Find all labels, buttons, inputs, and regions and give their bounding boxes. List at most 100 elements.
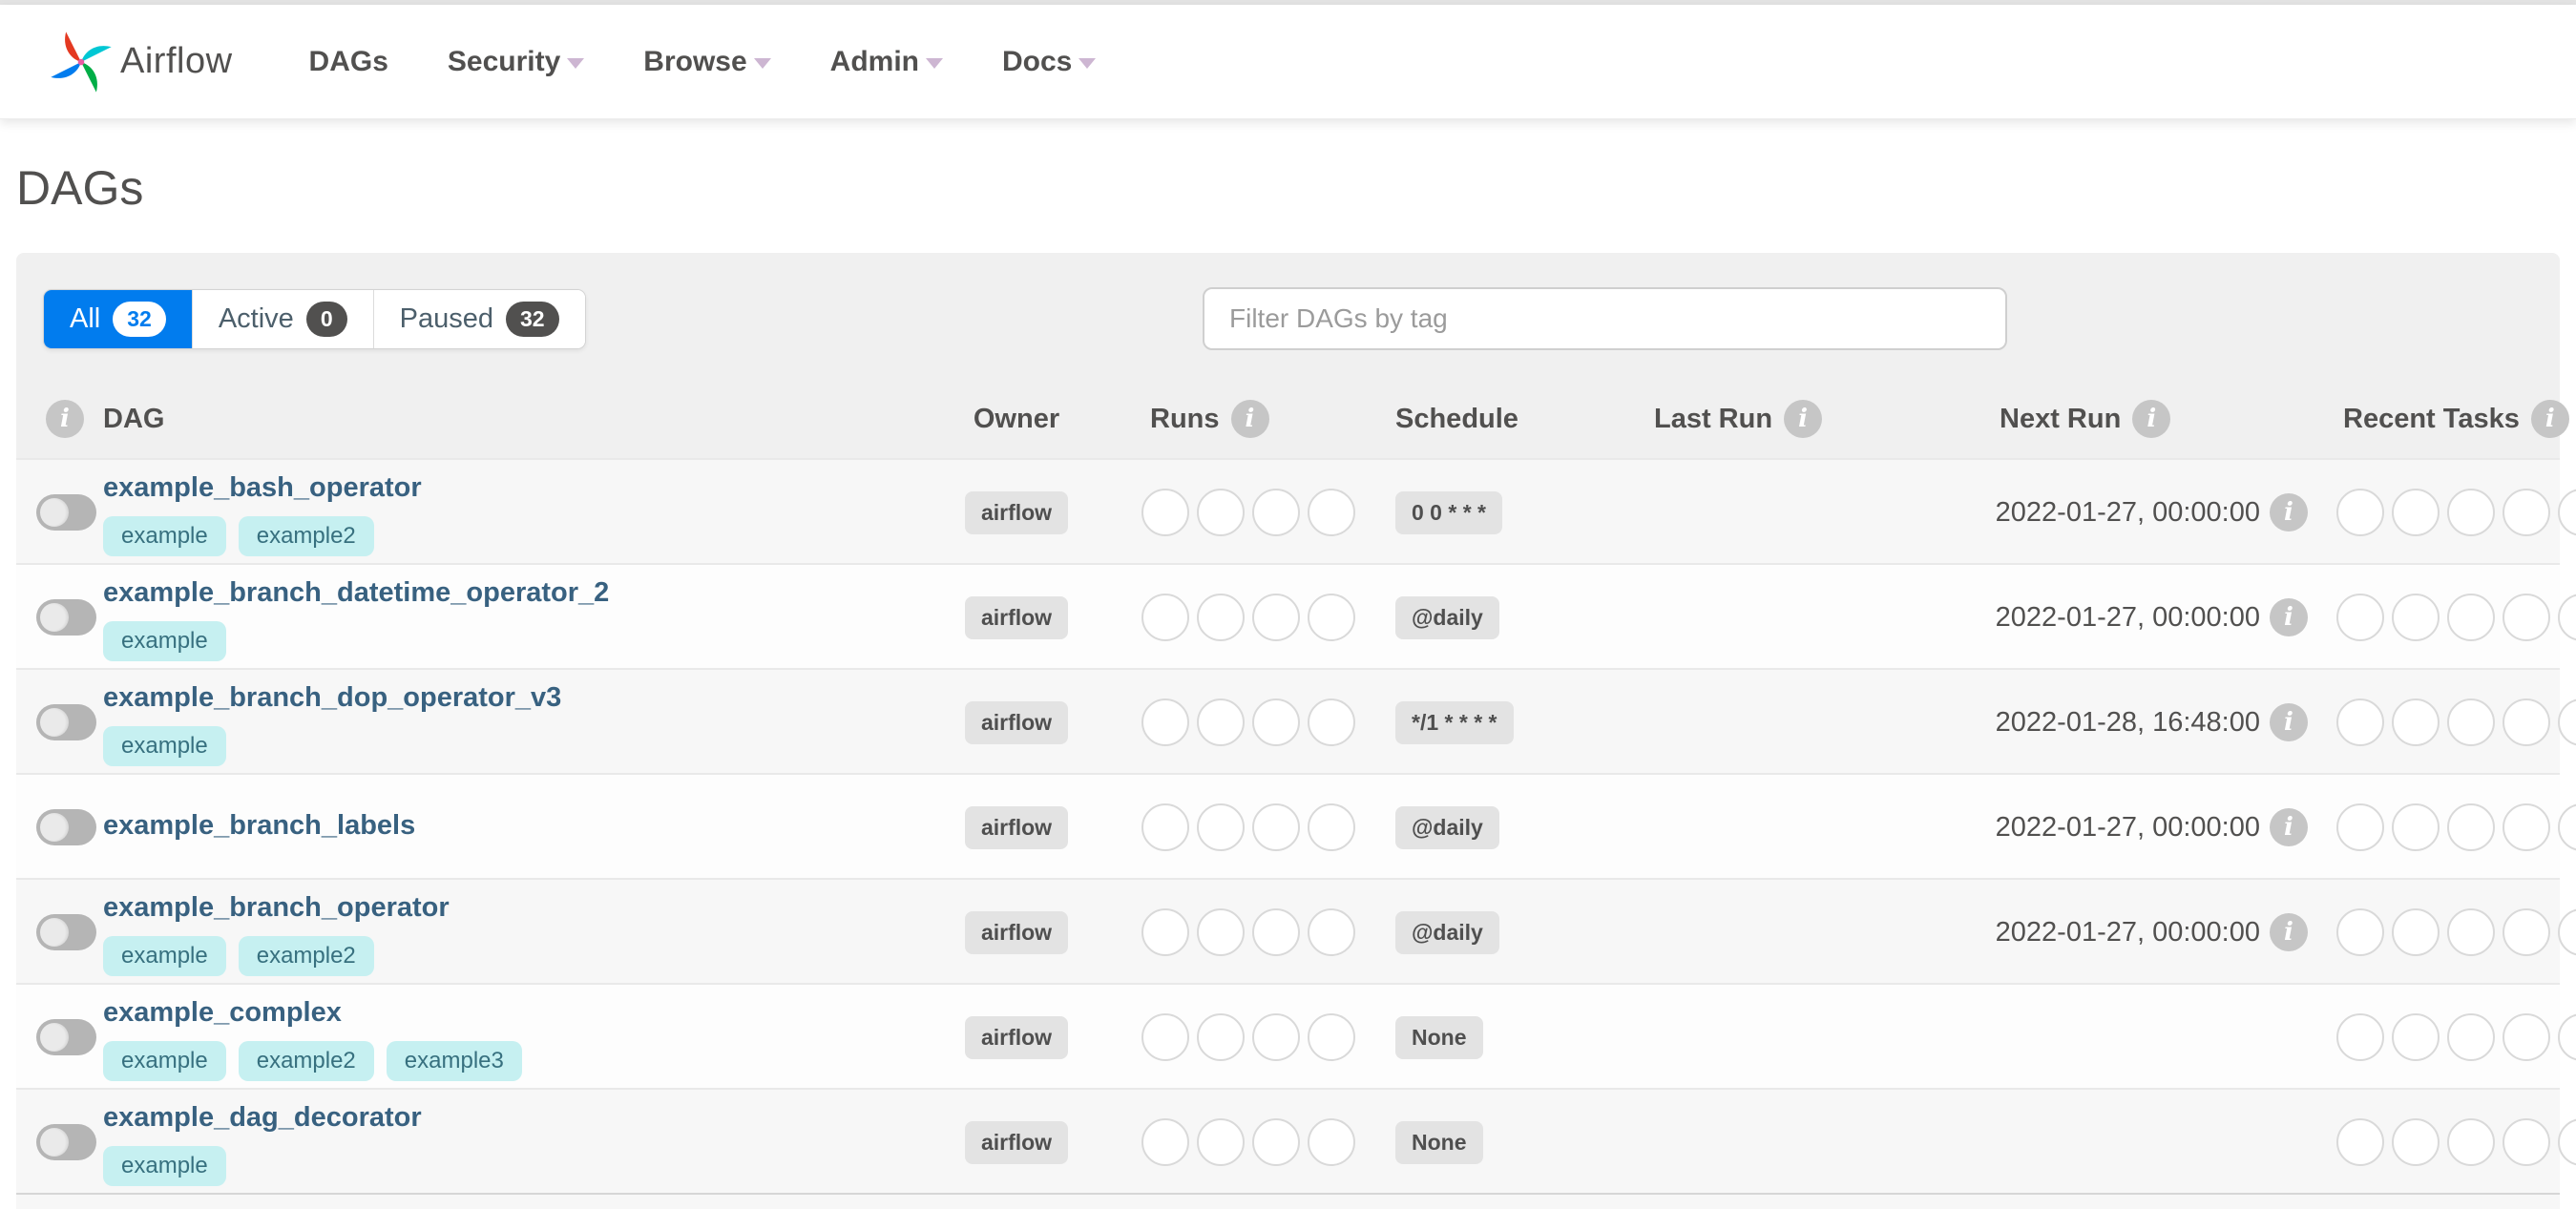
column-header-next_run: Next Run i [2000, 380, 2171, 458]
dag-tags: example [103, 1146, 226, 1186]
task-status-circle [2392, 489, 2440, 536]
task-status-circle [2336, 489, 2384, 536]
pause-toggle[interactable] [36, 1019, 96, 1055]
nav-item-docs[interactable]: Docs [1002, 46, 1097, 78]
task-status-circle [2447, 803, 2495, 851]
nav-item-admin[interactable]: Admin [830, 46, 943, 78]
chevron-down-icon [753, 58, 771, 69]
pause-toggle[interactable] [36, 599, 96, 636]
pause-toggle[interactable] [36, 809, 96, 845]
info-icon: i [2270, 913, 2308, 951]
task-status-circle [2336, 594, 2384, 641]
dag-link[interactable]: example_branch_datetime_operator_2 [103, 577, 610, 608]
recent-tasks-cell [2336, 1118, 2576, 1166]
tab-all[interactable]: All 32 [44, 290, 193, 348]
panel-toolbar: All 32 Active 0 Paused 32 [16, 253, 2560, 380]
toggle-knob [40, 1023, 69, 1052]
brand-wordmark: Airflow [120, 41, 233, 81]
task-status-circle [2503, 803, 2550, 851]
pause-toggle[interactable] [36, 494, 96, 531]
tag-badge[interactable]: example [103, 516, 226, 556]
run-status-circle [1308, 1013, 1355, 1061]
owner-badge: airflow [964, 805, 1069, 849]
owner-badge: airflow [964, 490, 1069, 534]
next-run-cell: 2022-01-27, 00:00:00 [1877, 460, 2260, 565]
dag-link[interactable]: example_bash_operator [103, 472, 422, 503]
dag-link[interactable]: example_branch_operator [103, 892, 450, 923]
run-status-circle [1308, 908, 1355, 956]
nav-item-label: DAGs [308, 45, 388, 77]
pinwheel-icon [51, 31, 112, 93]
tag-badge[interactable]: example2 [238, 936, 374, 976]
dag-row: example_dag_decorator example airflow None [16, 1088, 2576, 1195]
dag-link[interactable]: example_branch_dop_operator_v3 [103, 682, 562, 713]
tag-badge[interactable]: example3 [386, 1041, 522, 1081]
column-header-label: DAG [103, 403, 165, 434]
column-header-label: Owner [973, 403, 1060, 434]
dag-link[interactable]: example_dag_decorator [103, 1102, 422, 1133]
tab-count-badge: 0 [305, 302, 347, 337]
tag-badge[interactable]: example [103, 621, 226, 661]
tag-badge[interactable]: example [103, 1146, 226, 1186]
page-title: DAGs [16, 161, 144, 215]
run-status-circle [1197, 594, 1245, 641]
task-status-circle [2447, 1013, 2495, 1061]
airflow-logo[interactable]: Airflow [50, 31, 233, 94]
pause-toggle[interactable] [36, 704, 96, 740]
run-status-circle [1252, 908, 1300, 956]
column-header-label: Next Run [2000, 403, 2122, 434]
dag-row: example_branch_operator example example2 ai… [16, 878, 2576, 985]
pause-toggle[interactable] [36, 1124, 96, 1160]
schedule-badge: */1 * * * * [1395, 700, 1514, 744]
nav-item-browse[interactable]: Browse [643, 45, 771, 78]
tab-active[interactable]: Active 0 [192, 290, 374, 348]
info-icon: i [2530, 400, 2569, 438]
next-run-value: 2022-01-28, 16:48:00 [1995, 706, 2260, 738]
nav-item-dags[interactable]: DAGs [309, 46, 388, 78]
schedule-badge: @daily [1395, 595, 1499, 639]
nav-item-label: Security [447, 45, 561, 77]
task-status-circle [2336, 1118, 2384, 1166]
dag-tags: example example2 [103, 516, 374, 556]
task-status-circle [2558, 698, 2576, 746]
next-run-info: i [2270, 598, 2308, 636]
dag-link[interactable]: example_branch_labels [103, 810, 416, 841]
tab-paused[interactable]: Paused 32 [373, 290, 585, 348]
clipped-next-row [16, 1193, 2560, 1209]
toggle-knob [40, 813, 69, 842]
column-header-runs: Runs i [1150, 380, 1269, 458]
info-icon: i [2270, 703, 2308, 741]
nav-item-label: Browse [643, 45, 747, 77]
schedule-cell: @daily [1395, 880, 1499, 985]
dag-link[interactable]: example_complex [103, 997, 342, 1028]
run-status-circle [1197, 698, 1245, 746]
schedule-cell: 0 0 * * * [1395, 460, 1502, 565]
run-status-circle [1252, 489, 1300, 536]
task-status-circle [2503, 489, 2550, 536]
runs-cell [1141, 594, 1355, 641]
run-status-circle [1308, 1118, 1355, 1166]
column-header-last_run: Last Run i [1654, 380, 1823, 458]
tag-badge[interactable]: example2 [238, 1041, 374, 1081]
task-status-circle [2336, 1013, 2384, 1061]
schedule-cell: @daily [1395, 565, 1499, 670]
navbar: Airflow DAGs Security Browse Admin Docs [0, 5, 2576, 119]
tag-filter-input[interactable] [1203, 287, 2007, 350]
owner-cell: airflow [931, 670, 1102, 775]
tag-badge[interactable]: example [103, 936, 226, 976]
run-status-circle [1141, 1118, 1189, 1166]
task-status-circle [2392, 594, 2440, 641]
tag-badge[interactable]: example2 [238, 516, 374, 556]
tab-label: Active [218, 303, 294, 334]
owner-cell: airflow [931, 1090, 1102, 1195]
pause-toggle[interactable] [36, 914, 96, 950]
runs-cell [1141, 908, 1355, 956]
task-status-circle [2336, 908, 2384, 956]
owner-badge: airflow [964, 1120, 1069, 1164]
nav-item-security[interactable]: Security [447, 45, 585, 78]
tag-badge[interactable]: example [103, 1041, 226, 1081]
tag-badge[interactable]: example [103, 726, 226, 766]
toggle-knob [40, 603, 69, 632]
owner-cell: airflow [931, 775, 1102, 880]
